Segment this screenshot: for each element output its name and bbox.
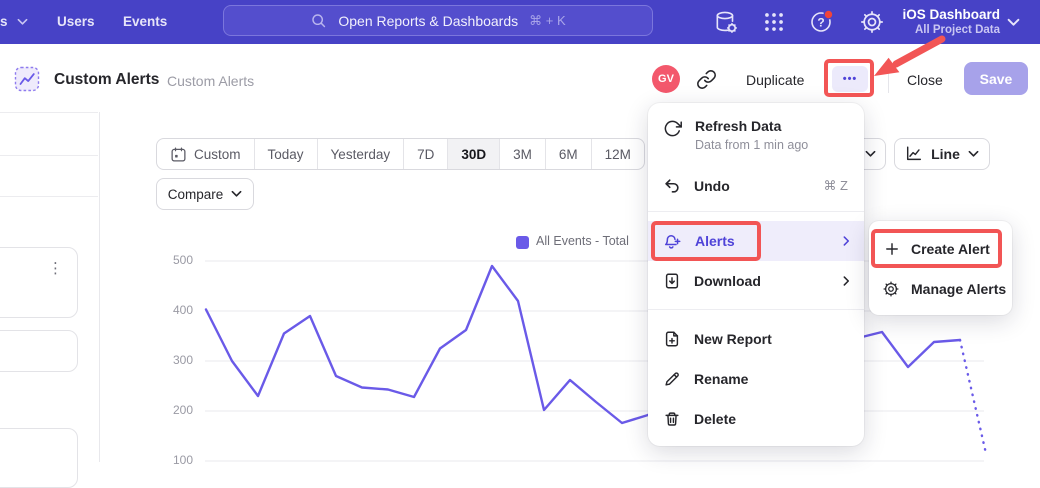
legend-swatch [516, 236, 529, 249]
sidebar-card[interactable] [0, 428, 78, 488]
menu-item-new-report[interactable]: New Report [648, 319, 864, 359]
alerts-submenu: Create Alert Manage Alerts [869, 221, 1012, 315]
download-icon [663, 272, 681, 290]
range-custom[interactable]: Custom [157, 139, 255, 169]
search-placeholder: Open Reports & Dashboards [338, 13, 518, 29]
range-7d[interactable]: 7D [404, 139, 448, 169]
nav-item-users[interactable]: Users [57, 0, 95, 44]
header-divider [888, 67, 889, 93]
range-3m[interactable]: 3M [500, 139, 546, 169]
data-management-icon[interactable] [713, 9, 739, 35]
rename-pencil-icon [663, 370, 681, 388]
y-tick-label: 300 [148, 353, 193, 367]
submenu-item-manage-alerts[interactable]: Manage Alerts [869, 270, 1012, 308]
notification-dot [824, 10, 833, 19]
sidebar-row-divider [0, 112, 98, 113]
menu-item-refresh-data[interactable]: Refresh Data Data from 1 min ago [648, 111, 864, 163]
page-title: Custom Alerts [54, 71, 159, 89]
kebab-menu-icon[interactable]: ⋮ [48, 262, 63, 276]
search-shortcut: ⌘ + K [529, 13, 566, 29]
gear-icon [882, 280, 900, 298]
chevron-down-icon [968, 150, 979, 158]
delete-trash-icon [663, 410, 681, 428]
menu-divider [648, 211, 864, 212]
chevron-down-icon [17, 18, 28, 26]
top-nav: s Users Events Open Reports & Dashboards… [0, 0, 1040, 44]
report-options-menu: Refresh Data Data from 1 min ago Undo ⌘ … [648, 103, 864, 446]
alerts-bell-icon [663, 232, 682, 251]
sidebar-divider [99, 112, 100, 462]
avatar[interactable]: GV [652, 65, 680, 93]
legend-label: All Events - Total [536, 234, 629, 248]
range-yesterday[interactable]: Yesterday [318, 139, 405, 169]
y-tick-label: 400 [148, 303, 193, 317]
question-glyph: ? [817, 16, 824, 30]
project-scope: All Project Data [840, 24, 1000, 36]
chevron-down-icon [865, 150, 876, 158]
page-subtitle: Custom Alerts [167, 73, 254, 89]
sidebar-card[interactable]: ⋮ [0, 247, 78, 318]
menu-item-undo[interactable]: Undo ⌘ Z [648, 167, 864, 205]
y-tick-label: 100 [148, 453, 193, 467]
date-range-selector: Custom Today Yesterday 7D 30D 3M 6M 12M [156, 138, 645, 170]
range-30d-selected[interactable]: 30D [448, 139, 500, 169]
duplicate-button[interactable]: Duplicate [746, 72, 804, 88]
refresh-icon [663, 119, 682, 138]
close-button[interactable]: Close [907, 72, 943, 88]
project-switcher[interactable]: iOS Dashboard All Project Data [840, 7, 1000, 36]
refresh-status: Data from 1 min ago [695, 138, 808, 152]
range-12m[interactable]: 12M [592, 139, 644, 169]
menu-item-delete[interactable]: Delete [648, 399, 864, 439]
line-chart-icon [905, 145, 923, 163]
chart-type-button[interactable]: Line [894, 138, 990, 170]
sidebar-row-divider [0, 155, 98, 156]
search-input[interactable]: Open Reports & Dashboards ⌘ + K [223, 5, 653, 36]
new-report-icon [663, 330, 681, 348]
range-today[interactable]: Today [255, 139, 318, 169]
nav-item-boards-partial[interactable]: s [0, 0, 28, 44]
undo-icon [663, 177, 681, 195]
undo-shortcut: ⌘ Z [823, 178, 848, 194]
save-button[interactable]: Save [964, 62, 1028, 95]
chevron-right-icon [843, 236, 850, 247]
submenu-item-create-alert[interactable]: Create Alert [869, 230, 1012, 268]
range-6m[interactable]: 6M [546, 139, 592, 169]
sidebar-row-divider [0, 196, 98, 197]
menu-item-alerts[interactable]: Alerts [648, 221, 864, 261]
chevron-right-icon [843, 276, 850, 287]
y-tick-label: 500 [148, 253, 193, 267]
sidebar-card[interactable] [0, 330, 78, 372]
calendar-icon [170, 146, 187, 163]
y-tick-label: 200 [148, 403, 193, 417]
compare-button[interactable]: Compare [156, 178, 254, 210]
menu-divider [648, 309, 864, 310]
chevron-down-icon [231, 190, 242, 198]
copy-link-icon[interactable] [696, 69, 717, 90]
chevron-down-icon [1007, 18, 1020, 27]
menu-item-download[interactable]: Download [648, 261, 864, 301]
insights-report-icon [14, 66, 40, 92]
search-icon [310, 12, 327, 29]
menu-item-rename[interactable]: Rename [648, 359, 864, 399]
apps-grid-icon[interactable] [761, 9, 787, 35]
plus-icon [884, 241, 900, 257]
help-icon[interactable]: ? [809, 9, 835, 35]
dashboard-name: iOS Dashboard [840, 7, 1000, 22]
nav-item-events[interactable]: Events [123, 0, 167, 44]
more-options-button[interactable]: ••• [832, 66, 868, 92]
